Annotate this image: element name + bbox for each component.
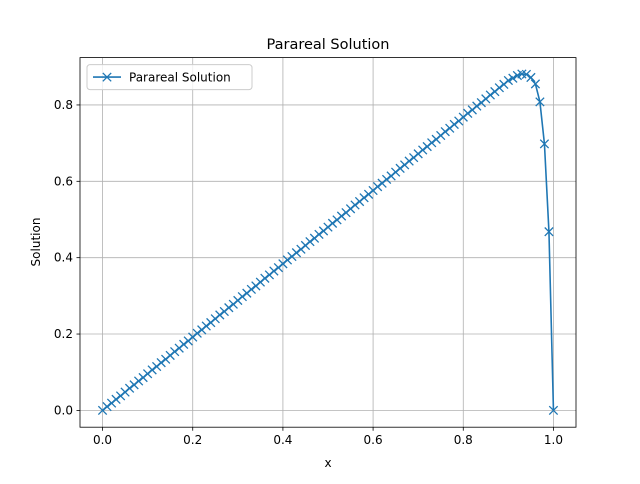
marker xyxy=(237,291,247,302)
marker xyxy=(282,255,293,265)
x-tick-label: 1.0 xyxy=(544,433,563,447)
marker xyxy=(440,127,450,137)
marker xyxy=(170,346,180,357)
marker xyxy=(291,248,302,258)
marker xyxy=(449,119,459,130)
marker xyxy=(485,90,495,100)
marker xyxy=(381,174,392,185)
plot-frame xyxy=(79,57,577,428)
marker xyxy=(472,101,482,111)
y-tick-label: 0.0 xyxy=(54,403,73,417)
marker xyxy=(535,97,545,107)
x-tick-label: 0.8 xyxy=(454,433,473,447)
x-tick-label: 0.0 xyxy=(93,433,112,447)
marker xyxy=(494,83,505,93)
marker xyxy=(327,218,338,228)
y-tick-label: 0.4 xyxy=(54,251,73,265)
legend-marker xyxy=(102,72,112,82)
marker xyxy=(544,227,554,237)
marker xyxy=(503,75,514,86)
marker xyxy=(530,79,541,89)
legend-box xyxy=(86,64,253,91)
marker xyxy=(404,156,414,166)
marker xyxy=(548,405,559,416)
marker xyxy=(508,73,518,83)
series-line xyxy=(102,73,555,412)
marker xyxy=(372,181,383,192)
marker xyxy=(463,108,473,119)
marker xyxy=(526,72,536,83)
x-tick-label: 0.4 xyxy=(273,433,292,447)
marker xyxy=(521,69,532,80)
chart-title: Parareal Solution xyxy=(267,37,390,53)
marker xyxy=(395,163,405,173)
marker xyxy=(133,376,144,386)
marker xyxy=(359,193,369,203)
marker xyxy=(427,138,437,148)
marker xyxy=(201,321,211,331)
marker xyxy=(539,139,550,149)
marker xyxy=(111,394,121,404)
marker xyxy=(192,328,202,338)
marker xyxy=(215,310,225,320)
y-tick-label: 0.2 xyxy=(54,327,73,341)
marker xyxy=(269,266,279,276)
legend-label: Parareal Solution xyxy=(129,71,231,85)
y-tick-label: 0.8 xyxy=(54,98,73,112)
marker xyxy=(305,236,315,247)
marker xyxy=(224,303,234,313)
x-axis-label: x xyxy=(324,456,331,470)
marker xyxy=(336,211,347,221)
marker xyxy=(418,145,428,155)
marker xyxy=(246,284,257,295)
x-tick-label: 0.2 xyxy=(183,433,202,447)
x-tick-label: 0.6 xyxy=(364,433,383,447)
y-axis-label: Solution xyxy=(29,218,43,267)
marker xyxy=(147,365,157,375)
marker xyxy=(314,229,324,240)
marker xyxy=(260,273,270,283)
marker xyxy=(124,383,135,393)
marker xyxy=(179,339,189,350)
y-tick-label: 0.6 xyxy=(54,174,73,188)
marker xyxy=(156,358,166,368)
marker xyxy=(102,401,112,412)
marker xyxy=(350,200,360,210)
